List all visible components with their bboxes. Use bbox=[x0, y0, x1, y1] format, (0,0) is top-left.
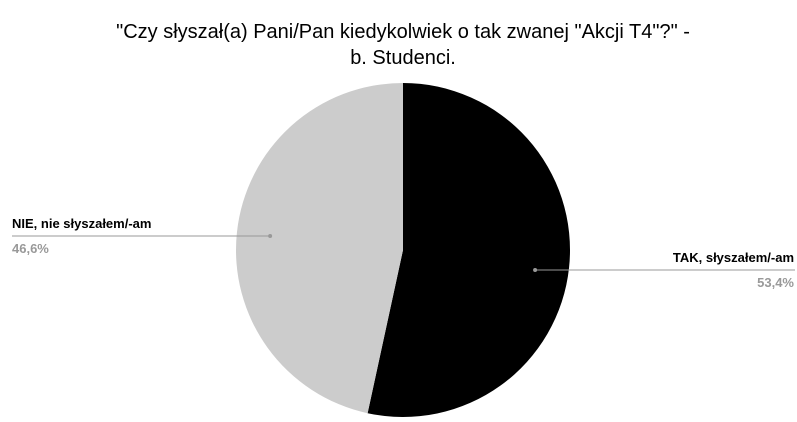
leader-dot bbox=[533, 268, 538, 272]
chart-title: "Czy słyszał(a) Pani/Pan kiedykolwiek o … bbox=[116, 21, 690, 43]
pie-slice bbox=[235, 82, 403, 414]
slice-label: TAK, słyszałem/-am bbox=[673, 250, 794, 265]
leader-dot bbox=[268, 234, 273, 238]
slice-value-label: 46,6% bbox=[12, 241, 49, 256]
slice-label: NIE, nie słyszałem/-am bbox=[12, 216, 151, 231]
slice-value-label: 53,4% bbox=[757, 275, 794, 290]
pie-slice bbox=[367, 83, 570, 417]
chart-title: b. Studenci. bbox=[350, 47, 456, 69]
